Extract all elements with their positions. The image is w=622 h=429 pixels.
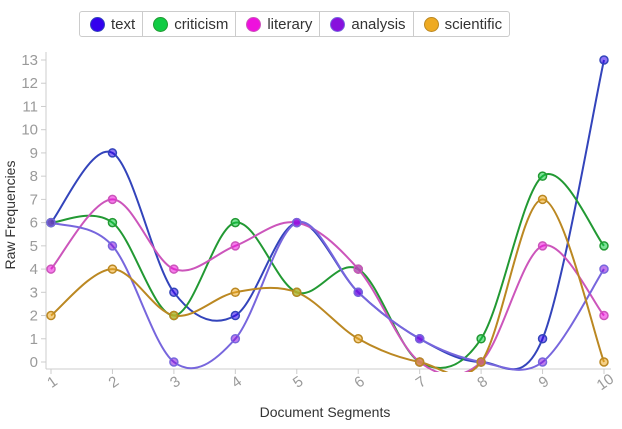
y-tick-label: 13 (21, 52, 38, 69)
data-point-analysis[interactable] (353, 287, 363, 298)
legend-label: literary (267, 15, 313, 33)
data-point-scientific[interactable] (107, 264, 118, 274)
data-point-criticism[interactable] (537, 171, 548, 181)
y-tick-label: 8 (30, 168, 38, 185)
legend-swatch (153, 16, 169, 32)
legend-item-scientific[interactable]: scientific (414, 12, 510, 36)
legend-item-criticism[interactable]: criticism (143, 12, 237, 36)
data-point-scientific[interactable] (292, 287, 302, 298)
data-point-scientific[interactable] (476, 357, 486, 367)
x-tick-label: 10 (594, 371, 617, 394)
legend: text criticism literary analysis scientific (79, 11, 511, 37)
data-point-text[interactable] (599, 55, 609, 65)
x-axis-title: Document Segments (260, 404, 391, 420)
series-line-analysis (50, 221, 605, 371)
legend-swatch (90, 16, 105, 32)
data-point-literary[interactable] (537, 241, 548, 251)
y-tick-label: 9 (30, 145, 38, 162)
legend-label: scientific (444, 15, 503, 33)
legend-item-literary[interactable]: literary (236, 12, 321, 36)
x-tick-label: 8 (474, 373, 491, 392)
legend-swatch (330, 16, 346, 32)
legend-item-text[interactable]: text (80, 12, 144, 36)
data-point-analysis[interactable] (537, 357, 548, 367)
data-point-literary[interactable] (353, 264, 363, 274)
data-point-criticism[interactable] (107, 217, 118, 228)
data-point-analysis[interactable] (46, 217, 56, 228)
data-point-analysis[interactable] (230, 334, 241, 344)
x-tick-label: 4 (228, 373, 245, 392)
data-point-analysis[interactable] (292, 217, 302, 228)
y-tick-label: 11 (22, 98, 38, 115)
y-tick-label: 10 (21, 122, 38, 139)
y-tick-label: 0 (30, 354, 38, 371)
data-point-criticism[interactable] (230, 217, 241, 228)
data-point-scientific[interactable] (46, 310, 56, 321)
data-point-analysis[interactable] (107, 241, 118, 251)
data-point-scientific[interactable] (599, 357, 609, 367)
data-point-criticism[interactable] (476, 334, 486, 344)
y-tick-label: 4 (30, 261, 38, 278)
points-layer (46, 55, 609, 367)
legend-swatch (246, 16, 262, 32)
legend-item-analysis[interactable]: analysis (320, 12, 414, 36)
y-tick-label: 6 (30, 215, 38, 232)
y-tick-label: 5 (30, 238, 38, 255)
data-point-scientific[interactable] (414, 357, 425, 367)
data-point-analysis[interactable] (599, 264, 609, 274)
data-point-literary[interactable] (599, 310, 609, 321)
data-point-text[interactable] (107, 148, 118, 158)
legend-label: text (111, 15, 136, 33)
legend-label: criticism (174, 15, 229, 33)
x-tick-label: 7 (413, 373, 430, 392)
data-point-analysis[interactable] (414, 334, 425, 344)
x-tick-label: 1 (44, 373, 61, 392)
x-tick-label: 2 (106, 373, 123, 392)
x-tick-label: 3 (167, 373, 184, 392)
data-point-literary[interactable] (46, 264, 56, 274)
data-point-criticism[interactable] (599, 241, 609, 251)
data-point-text[interactable] (169, 287, 179, 298)
y-tick-label: 1 (30, 331, 38, 348)
data-point-literary[interactable] (230, 241, 241, 251)
legend-label: analysis (351, 15, 406, 33)
series-line-literary (50, 198, 605, 372)
x-tick-label: 5 (290, 373, 307, 392)
data-point-scientific[interactable] (230, 287, 241, 298)
data-point-analysis[interactable] (169, 357, 179, 367)
y-tick-label: 7 (30, 191, 38, 208)
y-axis-title: Raw Frequencies (2, 161, 18, 270)
data-point-literary[interactable] (169, 264, 179, 274)
series-layer (50, 59, 605, 372)
data-point-scientific[interactable] (169, 310, 179, 321)
legend-swatch (423, 16, 439, 32)
series-line-text (50, 59, 605, 371)
data-point-scientific[interactable] (353, 334, 363, 344)
x-tick-label: 6 (351, 373, 368, 392)
series-line-criticism (50, 173, 605, 369)
y-tick-label: 2 (30, 308, 38, 325)
y-tick-label: 12 (21, 75, 38, 92)
data-point-text[interactable] (230, 310, 241, 321)
data-point-text[interactable] (537, 334, 548, 344)
y-tick-label: 3 (30, 284, 38, 301)
data-point-scientific[interactable] (537, 194, 548, 205)
data-point-literary[interactable] (107, 194, 118, 205)
x-tick-label: 9 (536, 373, 553, 392)
